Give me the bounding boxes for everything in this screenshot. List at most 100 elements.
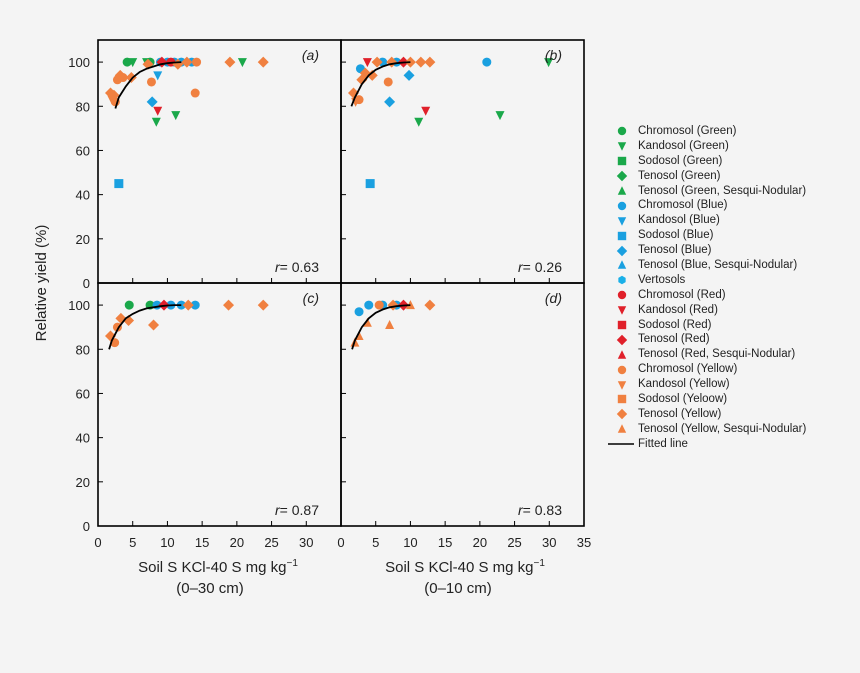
legend-item: Vertosols: [606, 273, 806, 288]
r-annotation: r= 0.83: [518, 502, 562, 518]
r-value: = 0.83: [523, 502, 563, 518]
data-point: [385, 319, 395, 329]
x-tick-label: 25: [507, 535, 521, 550]
x-axis-title-left-sup: −1: [286, 558, 298, 569]
y-tick-label: 100: [68, 55, 90, 70]
x-tick-label: 5: [372, 535, 379, 550]
data-point: [374, 300, 384, 310]
data-point: [146, 77, 156, 87]
data-point: [153, 106, 163, 116]
r-annotation: r= 0.63: [275, 259, 319, 275]
y-tick-label: 60: [76, 143, 90, 158]
legend-label: Sodosol (Blue): [638, 229, 714, 242]
legend-label: Chromosol (Red): [638, 288, 726, 301]
x-axis-depth-left: (0–30 cm): [176, 580, 244, 597]
legend-label: Kandosol (Red): [638, 303, 718, 316]
panel-a: 0 20 40 60 80 100 (a) r= 0.63: [68, 39, 342, 291]
data-point: [223, 299, 235, 311]
legend-marker: [617, 201, 627, 211]
legend-item: Sodosol (Blue): [606, 228, 806, 243]
legend-item: Kandosol (Red): [606, 303, 806, 318]
x-tick-label: 0: [94, 535, 101, 550]
r-symbol: r: [275, 259, 281, 275]
x-axis-depth-right: (0–10 cm): [424, 580, 492, 597]
x-axis-title-right-main: Soil S KCl-40 S mg kg: [385, 559, 533, 576]
legend-marker: [617, 365, 627, 374]
r-value: = 0.63: [280, 259, 320, 275]
legend-item: Tenosol (Blue, Sesqui-Nodular): [606, 258, 806, 273]
legend-label: Vertosols: [638, 273, 686, 286]
data-point: [176, 300, 186, 310]
legend-marker: [616, 245, 628, 256]
x-axis-title-right: Soil S KCl-40 S mg kg−1: [385, 558, 545, 576]
legend-marker: [617, 395, 627, 404]
legend-item: Tenosol (Green, Sesqui-Nodular): [606, 184, 806, 199]
data-point: [414, 117, 424, 127]
panel-c: 0 20 40 60 80 100 0 5 10 15 20 25 30 (c) r= 0.87: [68, 282, 342, 550]
r-annotation: r= 0.26: [518, 259, 562, 275]
legend-item: Chromosol (Green): [606, 124, 806, 139]
y-tick-label: 0: [83, 519, 90, 534]
data-point: [362, 317, 372, 327]
data-point: [415, 56, 427, 68]
legend-marker: [617, 350, 627, 359]
r-symbol: r: [518, 502, 524, 518]
data-point: [495, 111, 505, 121]
data-point: [404, 56, 416, 68]
legend-label: Tenosol (Yellow, Sesqui-Nodular): [638, 422, 807, 435]
x-tick-label: 30: [542, 535, 556, 550]
r-value: = 0.26: [523, 259, 563, 275]
panel-b: (b) r= 0.26: [340, 39, 585, 284]
y-tick-label: 40: [76, 431, 90, 446]
data-point: [364, 300, 374, 310]
data-point: [257, 56, 269, 68]
data-point: [386, 56, 398, 68]
data-point: [192, 57, 202, 67]
legend-marker: [617, 157, 627, 166]
data-point: [354, 95, 364, 105]
data-point: [125, 72, 137, 84]
fitted-line: [350, 61, 411, 107]
x-tick-label: 35: [577, 535, 591, 550]
legend-marker: [617, 320, 627, 330]
data-point: [128, 58, 138, 68]
r-symbol: r: [518, 259, 524, 275]
data-point: [151, 117, 161, 127]
legend-label: Tenosol (Green, Sesqui-Nodular): [638, 184, 807, 197]
legend-label: Sodosol (Green): [638, 154, 723, 167]
legend-label: Kandosol (Yellow): [638, 378, 730, 391]
data-point: [224, 56, 236, 68]
legend-label: Chromosol (Green): [638, 125, 737, 137]
legend-marker: [617, 424, 627, 433]
data-point: [148, 319, 160, 331]
legend-label: Sodosol (Red): [638, 318, 712, 331]
y-axis-title: Relative yield (%): [33, 225, 50, 342]
data-point: [237, 58, 247, 68]
data-point: [383, 77, 393, 87]
legend-item: Tenosol (Red): [606, 332, 806, 347]
legend-label: Chromosol (Yellow): [638, 363, 738, 376]
data-point: [190, 300, 200, 310]
panel-label: (c): [303, 290, 319, 306]
legend-marker: [616, 334, 628, 346]
x-tick-label: 5: [129, 535, 136, 550]
legend-marker: [618, 276, 626, 285]
x-tick-label: 0: [337, 535, 344, 550]
legend-item: Tenosol (Red, Sesqui-Nodular): [606, 347, 806, 362]
x-tick-label: 20: [230, 535, 244, 550]
panel-label: (a): [302, 47, 319, 63]
x-tick-label: 10: [403, 535, 417, 550]
legend-label: Tenosol (Blue): [638, 244, 712, 257]
legend-label: Tenosol (Yellow): [638, 407, 722, 420]
x-axis-title-left: Soil S KCl-40 S mg kg−1: [138, 558, 298, 576]
y-tick-label: 40: [76, 188, 90, 203]
data-point: [118, 73, 128, 83]
y-tick-label: 80: [76, 99, 90, 114]
legend-label: Tenosol (Red): [638, 333, 710, 346]
legend-item: Kandosol (Green): [606, 139, 806, 154]
legend-item: Tenosol (Yellow, Sesqui-Nodular): [606, 422, 806, 437]
legend-item: Chromosol (Red): [606, 288, 806, 303]
y-tick-label: 60: [76, 386, 90, 401]
legend-marker: [617, 306, 627, 315]
